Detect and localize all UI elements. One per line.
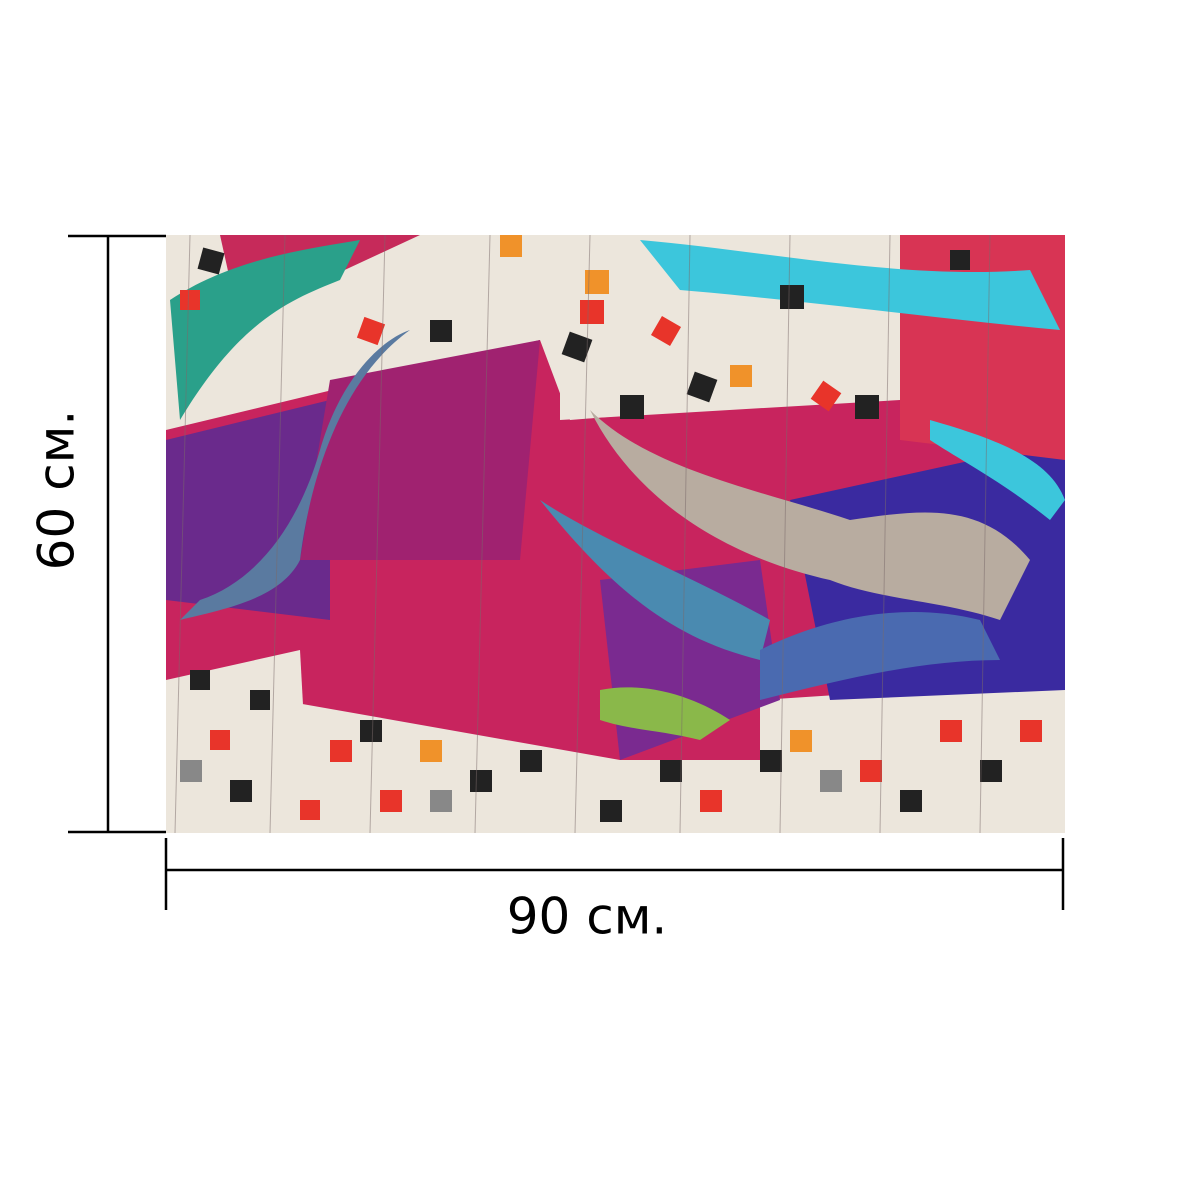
width-dimension: 90 см. <box>164 838 1065 946</box>
height-label: 60 см. <box>28 410 86 571</box>
height-dimension: 60 см. <box>28 234 166 834</box>
artwork <box>166 235 1065 833</box>
width-label: 90 см. <box>507 888 668 946</box>
panel-seams <box>174 235 991 833</box>
